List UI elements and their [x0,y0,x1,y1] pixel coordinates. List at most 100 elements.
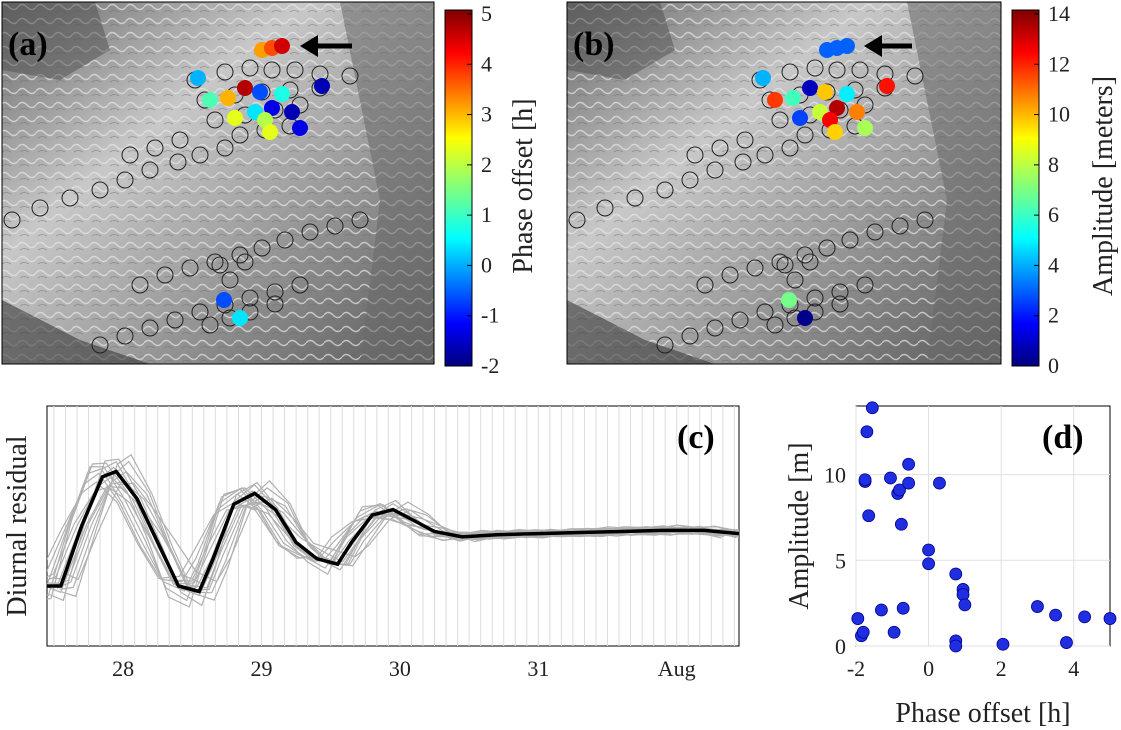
station-marker [266,283,284,301]
station-marker [301,223,319,241]
station-marker-colored [817,84,833,100]
station-marker [746,259,764,277]
station-marker [731,311,749,329]
scatter-point [875,603,888,617]
station-marker [736,131,754,149]
station-marker [568,211,586,229]
chart-d-xtick-label: 2 [996,656,1007,681]
colorbar-tick-label: 4 [481,51,492,76]
colorbar-tick-label: 5 [481,1,492,26]
station-marker [221,271,239,289]
scatter-point [865,401,879,415]
scatter-point [884,471,897,485]
station-marker-colored [190,70,206,86]
station-marker [91,181,109,199]
station-marker [141,319,159,337]
station-marker [276,231,294,249]
scatter-point [856,625,870,639]
station-marker-colored [767,92,783,108]
colorbar-tick-label: 2 [481,152,492,177]
individual-series-line [59,460,739,594]
chart-d-ytick-label: 0 [835,634,846,659]
station-marker [801,253,819,271]
station-marker [756,303,774,321]
station-marker [166,311,184,329]
station-marker-colored [264,100,280,116]
station-marker [216,139,234,157]
panel-label-c: (c) [677,419,715,456]
station-marker-colored [274,86,290,102]
scatter-point [902,457,916,471]
station-marker [681,171,699,189]
chart-c: 28 29 30 31 Aug Diurnal residual (c) [2,405,740,681]
arrow-icon [300,35,352,57]
station-marker [206,253,224,271]
station-marker [756,146,774,164]
scatter-point [851,612,865,625]
station-marker [341,67,359,85]
chart-c-xtick-label: 31 [527,656,549,681]
scatter-point [949,639,963,653]
station-marker [696,276,714,294]
station-marker [169,153,187,171]
station-marker-colored [284,104,300,120]
colorbar-tick-label: -1 [481,303,499,328]
station-marker [131,276,149,294]
scatter-point [922,557,935,571]
scatter-point [893,483,906,497]
station-marker [706,161,724,179]
station-marker [286,61,304,79]
chart-d-gridlines [855,406,1110,647]
station-marker [818,239,836,257]
station-marker [116,327,134,345]
colorbar-tick-label: 4 [1048,252,1059,277]
scatter-point [894,517,908,531]
station-marker [771,111,789,129]
station-marker [171,131,189,149]
chart-c-xtick-label: 30 [389,656,411,681]
station-marker-colored [797,310,813,326]
station-marker [786,271,804,289]
station-marker [828,61,846,79]
station-marker [191,303,209,321]
map-panel-a: (a) [1,1,435,365]
colorbar-tick-label: 10 [1048,102,1070,127]
station-marker [201,316,219,334]
station-marker [806,59,824,77]
station-marker-colored [252,84,268,100]
station-marker [891,217,909,235]
colorbar-tick-label: 3 [481,102,492,127]
colorbar-tick-label: 0 [1048,353,1059,378]
station-marker [781,63,799,81]
individual-series-line [64,482,739,583]
station-marker [241,289,259,307]
scatter-point [1078,610,1091,624]
station-marker-colored [781,292,797,308]
station-marker [241,59,259,77]
station-marker [771,253,789,271]
scatter-point [1031,600,1044,613]
station-marker-colored [785,90,801,106]
station-marker-colored [202,92,218,108]
chart-d-xtick-label: -2 [847,656,865,681]
station-marker [156,266,174,284]
station-marker-colored [232,310,248,326]
colorbar-tick-label: 12 [1048,51,1070,76]
station-marker [656,336,674,354]
station-marker-colored [216,292,232,308]
station-marker-colored [274,38,290,54]
station-marker-colored [227,110,243,126]
chart-c-ylabel: Diurnal residual [2,435,33,616]
colorbar-a-label: Phase offset [h] [508,98,539,273]
station-marker [796,126,814,144]
individual-series-line [51,485,739,586]
colorbar-a: 5 4 3 2 1 0 -1 -2 Phase offset [h] [444,1,539,378]
station-marker [231,126,249,144]
colorbar-tick-label: 2 [1048,303,1059,328]
station-marker [711,139,729,157]
station-markers-b [568,38,934,354]
station-marker [781,139,799,157]
station-marker-colored [829,100,845,116]
